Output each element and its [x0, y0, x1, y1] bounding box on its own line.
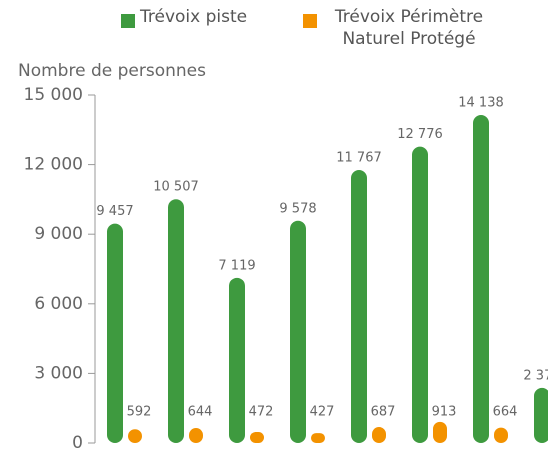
- bar: [250, 432, 264, 443]
- y-tick-label: 9 000: [34, 224, 83, 244]
- data-label: 9 457: [96, 204, 133, 219]
- legend-label: Trévoix Périmètre Naturel Protégé: [334, 7, 484, 49]
- legend-swatch: [121, 14, 135, 28]
- data-label: 644: [188, 405, 213, 420]
- data-label: 664: [493, 405, 518, 420]
- data-label: 2 376: [523, 368, 548, 383]
- data-label: 7 119: [218, 258, 255, 273]
- bar: [494, 427, 508, 443]
- data-label: 687: [371, 405, 396, 420]
- data-label: 12 776: [397, 127, 443, 142]
- bar: [351, 170, 367, 443]
- bar: [534, 387, 548, 443]
- bar: [189, 428, 203, 443]
- y-tick-label: 15 000: [24, 85, 83, 105]
- bar: [128, 429, 142, 443]
- bar: [433, 421, 447, 443]
- y-axis-label: Nombre de personnes: [18, 61, 206, 81]
- bar: [107, 223, 123, 443]
- bar: [412, 146, 428, 443]
- data-label: 14 138: [458, 95, 504, 110]
- bar: [229, 277, 245, 443]
- data-label: 913: [432, 405, 457, 420]
- legend-swatch: [303, 14, 317, 28]
- bar: [473, 114, 489, 443]
- legend-label: Trévoix piste: [140, 7, 248, 27]
- y-tick-label: 3 000: [34, 363, 83, 383]
- bar: [168, 199, 184, 443]
- bar: [311, 433, 325, 443]
- data-label: 11 767: [336, 151, 382, 166]
- data-label: 472: [249, 405, 274, 420]
- bar: [372, 427, 386, 443]
- y-tick-label: 12 000: [24, 155, 83, 175]
- data-label: 592: [127, 405, 152, 420]
- y-tick-label: 0: [72, 433, 83, 451]
- y-tick-label: 6 000: [34, 294, 83, 314]
- data-label: 9 578: [279, 201, 316, 216]
- data-label: 427: [310, 405, 335, 420]
- bar: [290, 220, 306, 443]
- data-label: 10 507: [153, 180, 199, 195]
